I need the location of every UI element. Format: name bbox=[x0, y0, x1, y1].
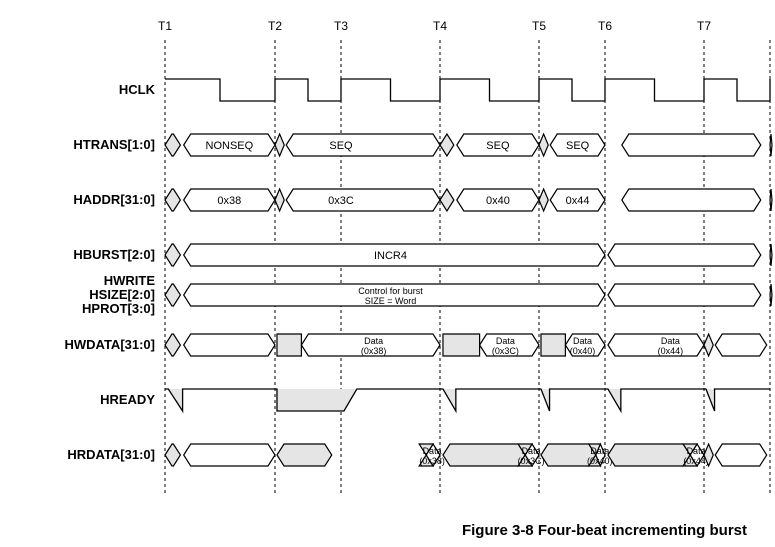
svg-text:0x40: 0x40 bbox=[486, 195, 510, 207]
svg-text:0x3C: 0x3C bbox=[328, 195, 354, 207]
svg-text:Control for burst: Control for burst bbox=[358, 286, 423, 296]
svg-text:T4: T4 bbox=[433, 19, 447, 33]
svg-text:T6: T6 bbox=[598, 19, 612, 33]
svg-text:HCLK: HCLK bbox=[119, 82, 156, 97]
svg-text:0x44: 0x44 bbox=[566, 195, 590, 207]
svg-text:HTRANS[1:0]: HTRANS[1:0] bbox=[73, 137, 155, 152]
svg-text:HBURST[2:0]: HBURST[2:0] bbox=[73, 247, 155, 262]
svg-text:0x38: 0x38 bbox=[217, 195, 241, 207]
svg-text:HADDR[31:0]: HADDR[31:0] bbox=[73, 192, 155, 207]
svg-text:T3: T3 bbox=[334, 19, 348, 33]
svg-text:Data: Data bbox=[590, 446, 609, 456]
svg-text:INCR4: INCR4 bbox=[374, 250, 407, 262]
svg-text:SEQ: SEQ bbox=[486, 140, 510, 152]
svg-text:SEQ: SEQ bbox=[329, 140, 353, 152]
svg-text:SEQ: SEQ bbox=[566, 140, 590, 152]
figure-caption: Figure 3-8 Four-beat incrementing burst bbox=[462, 522, 747, 539]
svg-text:T7: T7 bbox=[697, 19, 711, 33]
svg-text:HWRITE: HWRITE bbox=[104, 273, 156, 288]
svg-text:SIZE = Word: SIZE = Word bbox=[365, 296, 417, 306]
svg-text:(0x3C): (0x3C) bbox=[518, 456, 545, 466]
svg-text:Data: Data bbox=[364, 336, 383, 346]
svg-text:(0x40): (0x40) bbox=[570, 346, 596, 356]
svg-text:Data: Data bbox=[661, 336, 680, 346]
svg-text:(0x38): (0x38) bbox=[361, 346, 387, 356]
svg-text:(0x44): (0x44) bbox=[658, 346, 684, 356]
svg-text:HSIZE[2:0]: HSIZE[2:0] bbox=[89, 287, 155, 302]
svg-text:(0x3C): (0x3C) bbox=[492, 346, 519, 356]
svg-text:HRDATA[31:0]: HRDATA[31:0] bbox=[67, 447, 155, 462]
svg-text:HREADY: HREADY bbox=[100, 392, 155, 407]
svg-text:NONSEQ: NONSEQ bbox=[206, 140, 254, 152]
svg-text:(0x40): (0x40) bbox=[587, 456, 613, 466]
svg-text:Data: Data bbox=[496, 336, 515, 346]
svg-text:T5: T5 bbox=[532, 19, 546, 33]
svg-text:(0x38): (0x38) bbox=[419, 456, 445, 466]
svg-text:Data: Data bbox=[573, 336, 592, 346]
timing-svg: T1 T2 T3 T4 T5 T6 T7 HCLK HTRANS[1:0] NONSEQ SEQ SE… bbox=[0, 0, 775, 547]
svg-text:Data: Data bbox=[687, 446, 706, 456]
timing-diagram: T1 T2 T3 T4 T5 T6 T7 HCLK HTRANS[1:0] NONSEQ SEQ SE… bbox=[0, 0, 775, 547]
svg-text:Data: Data bbox=[522, 446, 541, 456]
svg-text:T1: T1 bbox=[158, 19, 172, 33]
svg-text:HPROT[3:0]: HPROT[3:0] bbox=[82, 301, 155, 316]
svg-text:Data: Data bbox=[423, 446, 442, 456]
svg-text:HWDATA[31:0]: HWDATA[31:0] bbox=[64, 337, 155, 352]
svg-text:T2: T2 bbox=[268, 19, 282, 33]
